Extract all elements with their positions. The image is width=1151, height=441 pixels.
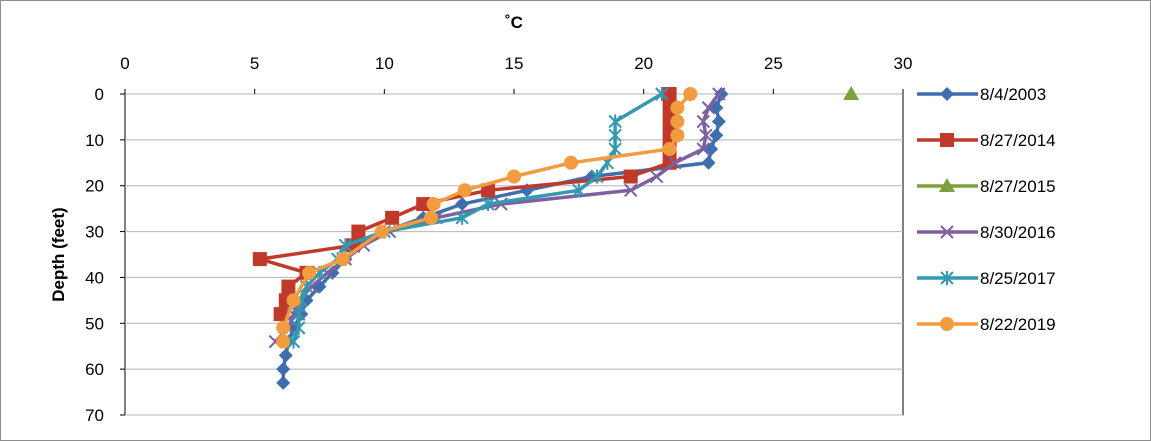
data-point	[670, 100, 685, 115]
x-tick-label: 5	[250, 54, 259, 73]
y-tick-label: 10	[85, 131, 104, 150]
data-point	[655, 87, 669, 101]
data-point	[572, 183, 586, 198]
data-point	[335, 252, 350, 267]
y-tick-label: 30	[85, 223, 104, 242]
data-point	[683, 87, 698, 101]
data-point	[662, 87, 677, 101]
data-point	[696, 142, 711, 156]
data-point	[711, 114, 726, 129]
legend-marker	[940, 271, 954, 285]
x-tick-label: 15	[505, 54, 524, 73]
data-point	[623, 169, 638, 184]
data-point	[416, 197, 431, 212]
data-point	[670, 128, 685, 143]
data-point	[351, 224, 366, 239]
data-point	[696, 114, 711, 129]
legend-item: 8/4/2003	[917, 85, 1046, 104]
data-point	[712, 87, 726, 101]
data-point	[281, 279, 296, 294]
legend-marker	[940, 317, 954, 331]
data-point	[424, 210, 439, 225]
data-point	[374, 224, 389, 239]
data-point	[276, 334, 291, 349]
data-point	[649, 169, 664, 184]
data-point	[426, 197, 441, 212]
data-point	[608, 114, 622, 129]
data-point	[668, 156, 682, 170]
data-point	[699, 128, 713, 142]
legend-label: 8/27/2015	[980, 177, 1056, 196]
data-point	[325, 265, 340, 280]
y-tick-label: 60	[85, 360, 104, 379]
data-point	[276, 362, 291, 377]
y-tick-label: 50	[85, 314, 104, 333]
y-tick-label: 20	[85, 177, 104, 196]
data-point	[564, 155, 579, 170]
x-tick-label: 25	[764, 54, 783, 73]
legend-marker	[940, 225, 954, 239]
data-point	[286, 293, 301, 308]
data-point	[276, 320, 291, 335]
legend-label: 8/25/2017	[980, 269, 1056, 288]
data-point	[843, 86, 860, 100]
data-point	[507, 169, 521, 184]
data-point	[273, 307, 288, 322]
legend-marker	[940, 133, 954, 147]
x-tick-label: 10	[375, 54, 394, 73]
y-tick-label: 40	[85, 268, 104, 287]
legend-label: 8/27/2014	[980, 131, 1056, 150]
data-point	[385, 210, 400, 225]
legend-item: 8/22/2019	[917, 315, 1056, 334]
data-point	[276, 375, 291, 390]
data-point	[252, 252, 267, 267]
y-axis-title: Depth (feet)	[49, 207, 68, 301]
data-point	[286, 334, 301, 349]
data-point	[457, 183, 472, 198]
legend-label: 8/30/2016	[980, 223, 1056, 242]
data-point	[302, 265, 317, 280]
legend-item: 8/25/2017	[917, 269, 1056, 288]
legend-label: 8/22/2019	[980, 315, 1056, 334]
x-tick-label: 20	[634, 54, 653, 73]
legend-item: 8/27/2015	[917, 177, 1056, 196]
y-tick-label: 70	[85, 406, 104, 425]
series-8-22-2019	[276, 87, 698, 349]
series-8-25-2017	[286, 87, 669, 349]
legend-label: 8/4/2003	[980, 85, 1046, 104]
data-point	[278, 348, 293, 363]
data-point	[292, 307, 306, 322]
data-point	[590, 169, 604, 184]
data-point	[608, 128, 622, 143]
x-tick-label: 30	[894, 54, 913, 73]
data-point	[670, 114, 685, 129]
series-8-27-2015	[843, 86, 860, 100]
data-point	[662, 155, 677, 170]
data-point	[481, 183, 496, 198]
data-point	[608, 142, 622, 157]
data-point	[701, 155, 716, 170]
legend-marker	[940, 87, 954, 101]
data-point	[338, 238, 353, 253]
data-point	[709, 128, 724, 143]
data-point	[292, 320, 306, 335]
data-point	[623, 183, 638, 198]
x-axis-title: ˚C	[505, 13, 523, 32]
data-point	[455, 197, 470, 212]
data-point	[455, 210, 469, 225]
x-tick-label: 0	[120, 54, 129, 73]
legend-item: 8/30/2016	[917, 223, 1056, 242]
legend-item: 8/27/2014	[917, 131, 1056, 150]
data-point	[701, 101, 716, 115]
data-point	[305, 279, 319, 294]
data-point	[481, 197, 495, 212]
legend-marker	[939, 178, 955, 192]
data-point	[662, 142, 677, 157]
y-tick-label: 0	[95, 85, 104, 104]
